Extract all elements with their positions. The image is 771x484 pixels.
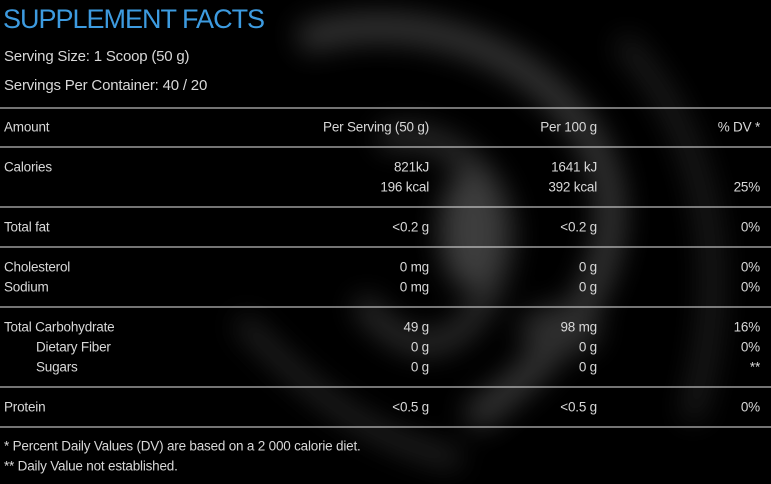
column-header: Amount [4,120,50,135]
servings-per-container: Servings Per Container: 40 / 20 [4,77,207,94]
cell: 0 g [579,360,597,375]
footnote: * Percent Daily Values (DV) are based on… [4,439,361,454]
row-label: Total fat [4,220,50,235]
cell: 0 mg [400,280,429,295]
cell: 16% [734,320,761,335]
cell: 0% [741,400,760,415]
cell: 0% [741,220,760,235]
cell: 821kJ [394,160,429,175]
serving-size: Serving Size: 1 Scoop (50 g) [4,48,190,65]
nutrition-table: Amount Per Serving (50 g) Per 100 g % DV * C… [0,107,771,474]
row-label: Sugars [36,360,78,375]
column-header: % DV * [718,120,761,135]
cell: 1641 kJ [551,160,597,175]
cell: 0 g [411,360,429,375]
row-label: Protein [4,400,45,415]
row-label: Calories [4,160,52,175]
cell: 0% [741,260,760,275]
row-label: Sodium [4,280,49,295]
cell: <0.2 g [392,220,429,235]
title: SUPPLEMENT FACTS [3,4,264,34]
background-image [233,13,722,469]
footnote: ** Daily Value not established. [4,459,178,474]
cell: 196 kcal [380,180,429,195]
column-header: Per Serving (50 g) [323,120,429,135]
cell: 392 kcal [548,180,597,195]
cell: 0 g [579,340,597,355]
cell: 0% [741,340,760,355]
column-header: Per 100 g [540,120,597,135]
cell: 0 g [579,260,597,275]
cell: 49 g [404,320,429,335]
cell: 25% [734,180,761,195]
row-label: Dietary Fiber [36,340,111,355]
cell: 0 g [411,340,429,355]
cell: 98 mg [560,320,597,335]
cell: 0 mg [400,260,429,275]
cell: <0.2 g [560,220,597,235]
cell: 0% [741,280,760,295]
cell: <0.5 g [560,400,597,415]
cell: ** [750,360,761,375]
row-label: Total Carbohydrate [4,320,114,335]
cell: 0 g [579,280,597,295]
cell: <0.5 g [392,400,429,415]
row-label: Cholesterol [4,260,70,275]
